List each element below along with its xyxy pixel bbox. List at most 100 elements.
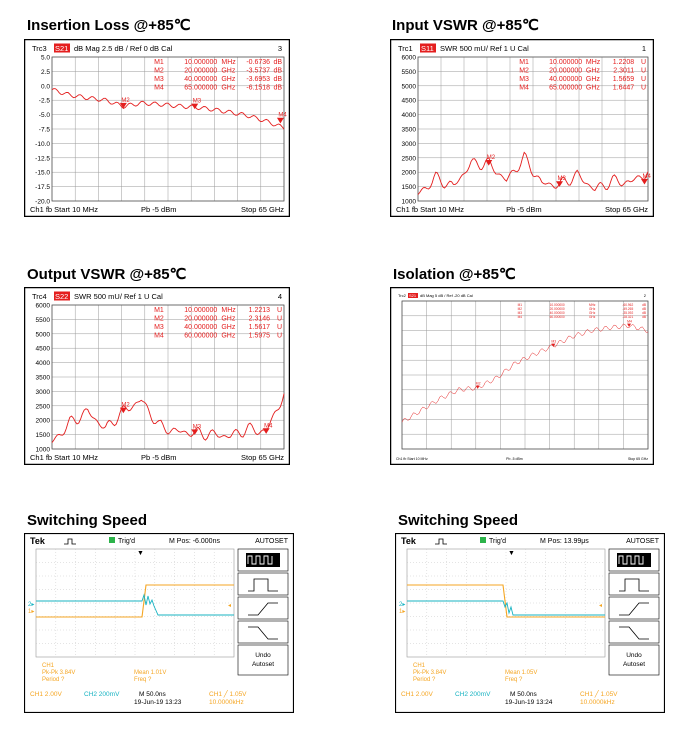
trig-status-icon <box>109 537 115 543</box>
marker-name: M1 <box>519 59 529 66</box>
marker-value: -3.6953 <box>246 76 270 83</box>
scope-falling-edge: Tek Trig'd M Pos: 13.99μs AUTOSET▼2▸1▸◂CH1P… <box>395 533 665 713</box>
marker-triangle <box>191 103 199 110</box>
falling-edge-icon <box>619 626 649 640</box>
marker-freq-unit: GHz <box>221 333 236 340</box>
trigger-level-icon: ◂ <box>599 603 602 609</box>
marker-triangle <box>119 102 127 109</box>
square-wave-icon-bg <box>617 553 651 567</box>
insertion-loss-chart: Trc3 S21 dB Mag 2.5 dB / Ref 0 dB Cal 3 5.0 2… <box>24 39 290 217</box>
marker-triangle <box>276 117 284 124</box>
ch2-waveform <box>36 593 234 616</box>
format-label: dB Mag 5 dB / Ref -20 dB Cal <box>420 293 473 298</box>
marker-freq: 40.000000 <box>549 76 582 83</box>
meas-mean: Mean 1.05V <box>505 670 537 676</box>
undo-autoset-button <box>608 644 660 676</box>
menu-rising-edge-button <box>608 596 660 620</box>
param-badge <box>408 293 418 298</box>
marker-name: M1 <box>154 59 164 66</box>
ch1-waveform <box>36 584 234 618</box>
y-tick-label: 1500 <box>36 432 51 439</box>
marker-value-unit: dB <box>642 307 646 311</box>
marker-freq: 10.000000 <box>549 59 582 66</box>
marker-value: 1.5617 <box>249 324 271 331</box>
title-input-vswr: Input VSWR @+85℃ <box>392 17 539 34</box>
trigger-level-icon: ◂ <box>228 603 231 609</box>
marker-tag: M4 <box>642 174 651 180</box>
acquire-icon <box>435 538 447 545</box>
marker-value-unit: dB <box>273 85 282 92</box>
marker-value: -60.962 <box>622 303 633 307</box>
marker-freq-unit: GHz <box>221 316 236 323</box>
marker-freq-unit: GHz <box>221 85 236 92</box>
trig-status-icon <box>480 537 486 543</box>
marker-freq-unit: GHz <box>586 76 601 83</box>
marker-freq: 40.000000 <box>550 311 565 315</box>
ch1-marker: 1▸ <box>399 609 405 615</box>
marker-freq-unit: MHz <box>221 307 236 314</box>
y-tick-label: 5000 <box>36 331 51 338</box>
trace-line <box>417 151 649 195</box>
trigger-freq: 10.0000kHz <box>209 699 244 706</box>
date-time: 19-Jun-19 13:23 <box>134 699 182 706</box>
panel-frame <box>390 287 654 465</box>
marker-triangle <box>119 407 127 414</box>
time-scale: M 50.0ns <box>139 691 166 698</box>
footer-power: Pb -5 dBm <box>141 205 176 214</box>
marker-freq: 60.000000 <box>550 315 565 319</box>
meas-channel: CH1 <box>413 663 426 669</box>
marker-tag: M3 <box>193 424 202 430</box>
y-tick-label: 1000 <box>402 199 417 206</box>
trig-status: Trig'd <box>489 538 506 545</box>
y-tick-label: -5.0 <box>39 112 51 119</box>
trigger-setting: CH1 ╱ 1.05V <box>580 689 618 698</box>
ch2-scale: CH2 200mV <box>84 691 120 698</box>
marker-freq: 40.000000 <box>184 324 217 331</box>
marker-tag: M3 <box>551 340 556 344</box>
trace-label: Trc2 <box>398 293 407 298</box>
marker-triangle <box>262 428 270 434</box>
marker-name: M3 <box>154 324 164 331</box>
marker-freq: 20.000000 <box>549 68 582 75</box>
input-vswr-chart: Trc1 S11 SWR 500 mU/ Ref 1 U Cal 1 6000 5500 5… <box>390 39 654 217</box>
footer-start: Ch1 fb Start 10 MHz <box>30 205 98 214</box>
marker-freq-unit: GHz <box>221 68 236 75</box>
y-tick-label: 1000 <box>36 447 51 454</box>
autoset-label: Autoset <box>252 661 274 668</box>
format-label: dB Mag 2.5 dB / Ref 0 dB Cal <box>74 44 173 53</box>
title-output-vswr: Output VSWR @+85℃ <box>27 266 187 283</box>
marker-value-unit: U <box>641 76 646 83</box>
meas-pkpk: Pk-Pk 3.84V <box>413 670 446 676</box>
marker-value: 2.3146 <box>249 316 271 323</box>
ch2-marker: 2▸ <box>28 602 34 608</box>
marker-freq-unit: GHz <box>586 68 601 75</box>
y-tick-label: 3500 <box>36 375 51 382</box>
marker-value-unit: dB <box>273 59 282 66</box>
y-tick-label: -7.5 <box>39 127 51 134</box>
plot-frame <box>401 300 649 450</box>
menu-title: AUTOSET <box>626 538 660 545</box>
marker-triangle <box>556 181 564 187</box>
rising-edge-icon <box>248 602 278 616</box>
scope-brand: Tek <box>30 536 46 546</box>
marker-freq-unit: GHz <box>221 76 236 83</box>
y-tick-label: 4000 <box>36 360 51 367</box>
marker-value-unit: dB <box>642 303 646 307</box>
marker-name: M2 <box>154 316 164 323</box>
marker-freq-unit: MHz <box>586 59 601 66</box>
marker-name: M2 <box>519 68 529 75</box>
marker-triangle <box>627 323 632 327</box>
marker-value: 1.2208 <box>613 59 635 66</box>
meas-freq: Freq ? <box>505 677 523 683</box>
marker-value-unit: dB <box>273 76 282 83</box>
y-tick-label: 3000 <box>402 141 417 148</box>
marker-tag: M4 <box>627 320 632 324</box>
title-switching-speed-2: Switching Speed <box>398 512 519 529</box>
meas-freq: Freq ? <box>134 677 152 683</box>
marker-triangle <box>485 160 493 166</box>
footer-power: Pb -5 dBm <box>506 457 523 461</box>
marker-value: -49.265 <box>622 307 633 311</box>
y-tick-label: 2000 <box>402 170 417 177</box>
y-tick-label: -20.0 <box>35 199 50 206</box>
y-tick-label: 6000 <box>402 55 417 62</box>
